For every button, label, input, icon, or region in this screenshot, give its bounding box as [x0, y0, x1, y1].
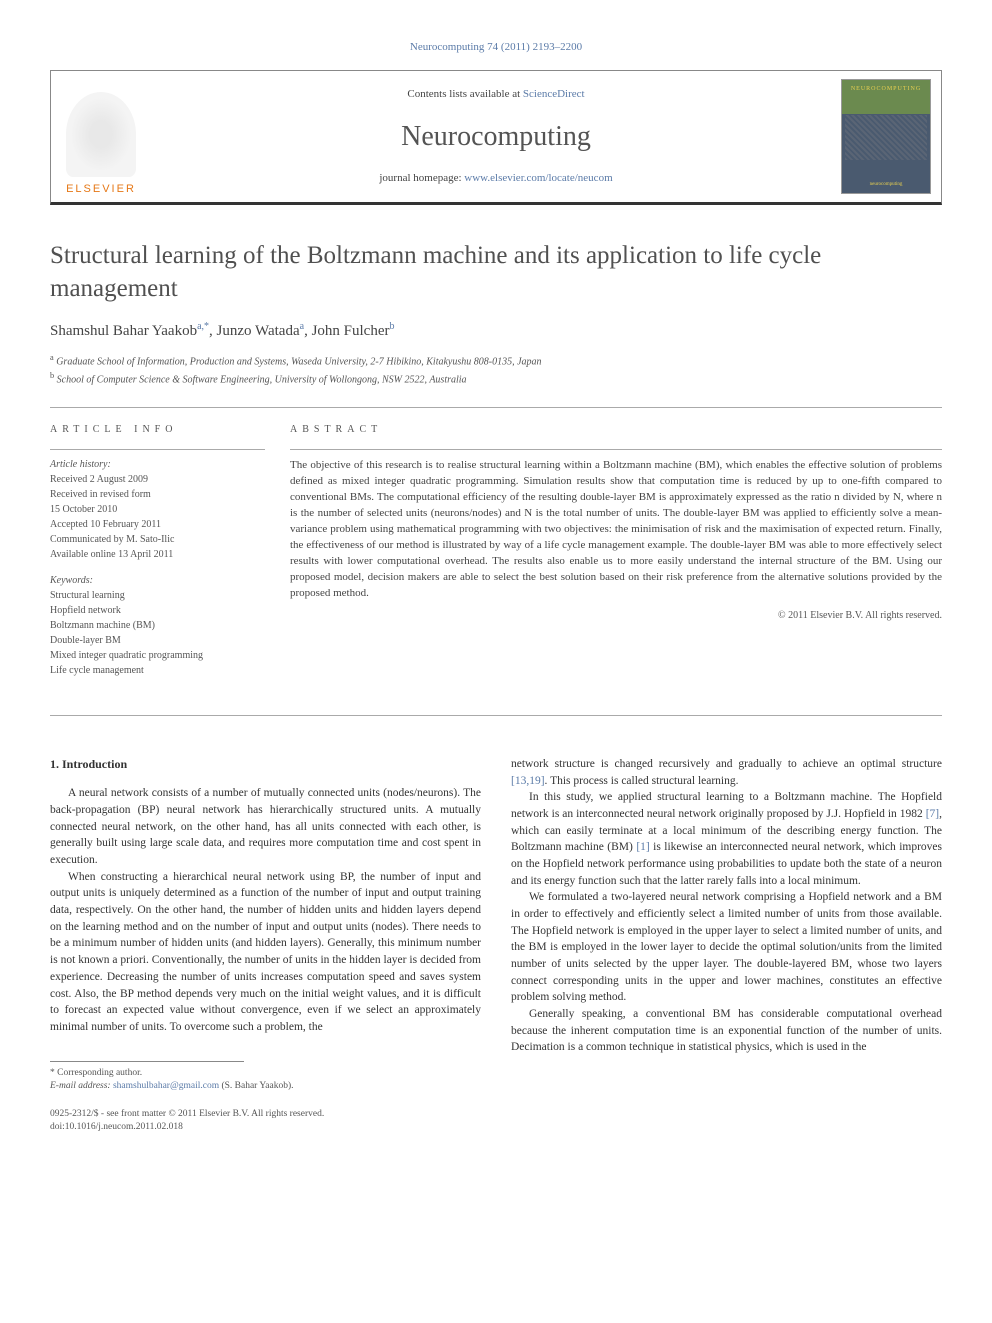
sciencedirect-link[interactable]: ScienceDirect	[523, 88, 585, 100]
col1-para-1: A neural network consists of a number of…	[50, 785, 481, 868]
elsevier-tree-icon	[66, 92, 136, 177]
citation-1[interactable]: [1]	[636, 841, 649, 853]
email-link[interactable]: shamshulbahar@gmail.com	[113, 1081, 219, 1091]
col2-p1-a: network structure is changed recursively…	[511, 758, 942, 770]
contents-prefix: Contents lists available at	[407, 88, 522, 100]
homepage-line: journal homepage: www.elsevier.com/locat…	[151, 171, 841, 186]
keyword-2: Hopfield network	[50, 604, 265, 618]
doi: doi:10.1016/j.neucom.2011.02.018	[50, 1121, 481, 1134]
keywords-label: Keywords:	[50, 574, 265, 588]
email-label: E-mail address:	[50, 1081, 113, 1091]
journal-ref-link[interactable]: Neurocomputing 74 (2011) 2193–2200	[410, 41, 582, 53]
col2-para-1: network structure is changed recursively…	[511, 756, 942, 789]
communicated-by: Communicated by M. Sato-Ilic	[50, 533, 265, 547]
author-1[interactable]: Shamshul Bahar Yaakob	[50, 323, 197, 339]
col2-p2-a: In this study, we applied structural lea…	[511, 791, 942, 820]
authors: Shamshul Bahar Yaakoba,*, Junzo Watadaa,…	[50, 320, 942, 342]
journal-header: ELSEVIER Contents lists available at Sci…	[50, 70, 942, 205]
column-right: network structure is changed recursively…	[511, 756, 942, 1135]
info-abstract-row: ARTICLE INFO Article history: Received 2…	[50, 423, 942, 690]
email-suffix: (S. Bahar Yaakob).	[219, 1081, 293, 1091]
journal-cover[interactable]: NEUROCOMPUTING neurocomputing	[841, 79, 931, 194]
history-label: Article history:	[50, 458, 265, 472]
abstract-heading: ABSTRACT	[290, 423, 942, 437]
col2-para-4: Generally speaking, a conventional BM ha…	[511, 1006, 942, 1056]
article-title: Structural learning of the Boltzmann mac…	[50, 240, 942, 305]
article-info: ARTICLE INFO Article history: Received 2…	[50, 423, 265, 690]
affiliation-b: School of Computer Science & Software En…	[54, 374, 466, 385]
accepted-date: Accepted 10 February 2011	[50, 518, 265, 532]
front-matter: 0925-2312/$ - see front matter © 2011 El…	[50, 1108, 481, 1135]
issn-copyright: 0925-2312/$ - see front matter © 2011 El…	[50, 1108, 481, 1121]
keyword-4: Double-layer BM	[50, 634, 265, 648]
citation-13-19[interactable]: [13,19]	[511, 775, 545, 787]
footnote-divider	[50, 1061, 244, 1062]
author-3-sup: b	[389, 321, 394, 332]
header-center: Contents lists available at ScienceDirec…	[151, 87, 841, 187]
affiliations: a Graduate School of Information, Produc…	[50, 352, 942, 387]
keywords-block: Keywords: Structural learning Hopfield n…	[50, 574, 265, 678]
elsevier-logo[interactable]: ELSEVIER	[51, 70, 151, 203]
section-1-heading: 1. Introduction	[50, 756, 481, 773]
revised-line2: 15 October 2010	[50, 503, 265, 517]
divider-top	[50, 407, 942, 408]
abstract: ABSTRACT The objective of this research …	[290, 423, 942, 690]
author-3[interactable]: , John Fulcher	[304, 323, 389, 339]
affiliation-a: Graduate School of Information, Producti…	[54, 357, 542, 368]
article-history: Article history: Received 2 August 2009 …	[50, 458, 265, 562]
citation-7[interactable]: [7]	[926, 808, 939, 820]
col2-para-3: We formulated a two-layered neural netwo…	[511, 889, 942, 1006]
homepage-prefix: journal homepage:	[379, 172, 464, 184]
author-1-sup: a,*	[197, 321, 209, 332]
abstract-copyright: © 2011 Elsevier B.V. All rights reserved…	[290, 609, 942, 623]
journal-name: Neurocomputing	[151, 117, 841, 156]
homepage-link[interactable]: www.elsevier.com/locate/neucom	[464, 172, 612, 184]
received-date: Received 2 August 2009	[50, 473, 265, 487]
journal-reference: Neurocomputing 74 (2011) 2193–2200	[50, 40, 942, 55]
abstract-text: The objective of this research is to rea…	[290, 458, 942, 601]
keyword-1: Structural learning	[50, 589, 265, 603]
corresponding-author: * Corresponding author.	[50, 1067, 481, 1080]
elsevier-text: ELSEVIER	[66, 182, 136, 197]
keyword-6: Life cycle management	[50, 664, 265, 678]
cover-title-top: NEUROCOMPUTING	[845, 85, 927, 93]
footnotes: * Corresponding author. E-mail address: …	[50, 1067, 481, 1094]
contents-line: Contents lists available at ScienceDirec…	[151, 87, 841, 102]
author-2[interactable]: , Junzo Watada	[209, 323, 300, 339]
keyword-5: Mixed integer quadratic programming	[50, 649, 265, 663]
divider-mid	[50, 715, 942, 716]
col2-para-2: In this study, we applied structural lea…	[511, 789, 942, 889]
online-date: Available online 13 April 2011	[50, 548, 265, 562]
cover-title-bottom: neurocomputing	[845, 181, 927, 188]
revised-line1: Received in revised form	[50, 488, 265, 502]
column-left: 1. Introduction A neural network consist…	[50, 756, 481, 1135]
col2-p1-b: . This process is called structural lear…	[545, 775, 739, 787]
keyword-3: Boltzmann machine (BM)	[50, 619, 265, 633]
article-info-heading: ARTICLE INFO	[50, 423, 265, 437]
cover-image	[845, 115, 927, 160]
body-columns: 1. Introduction A neural network consist…	[50, 756, 942, 1135]
col1-para-2: When constructing a hierarchical neural …	[50, 869, 481, 1036]
